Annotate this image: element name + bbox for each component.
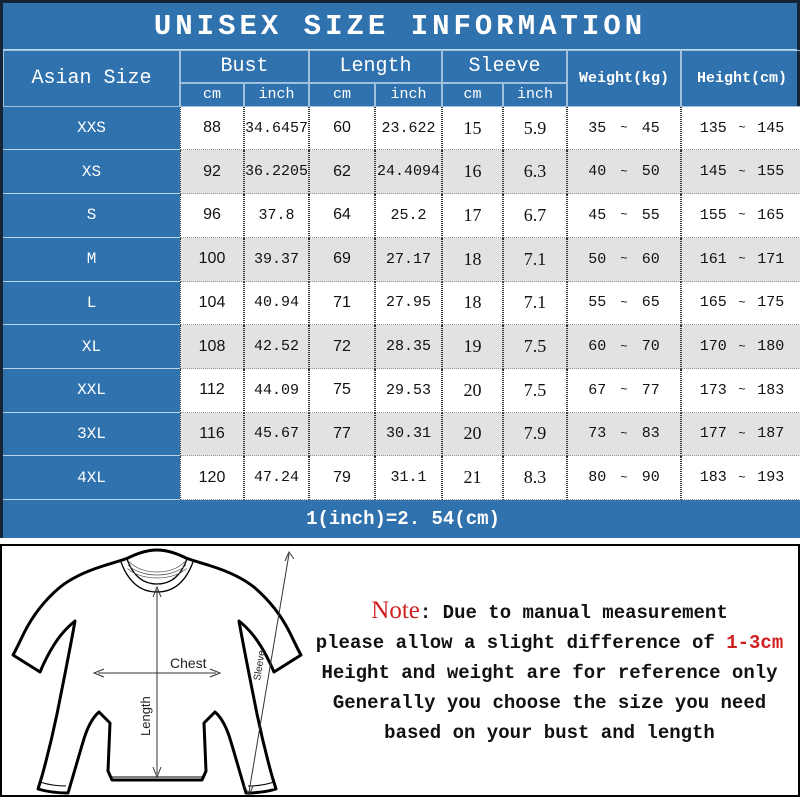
svg-text:Chest: Chest [170,655,207,671]
svg-text:Sleeve: Sleeve [252,649,268,681]
svg-text:Length: Length [138,696,153,736]
